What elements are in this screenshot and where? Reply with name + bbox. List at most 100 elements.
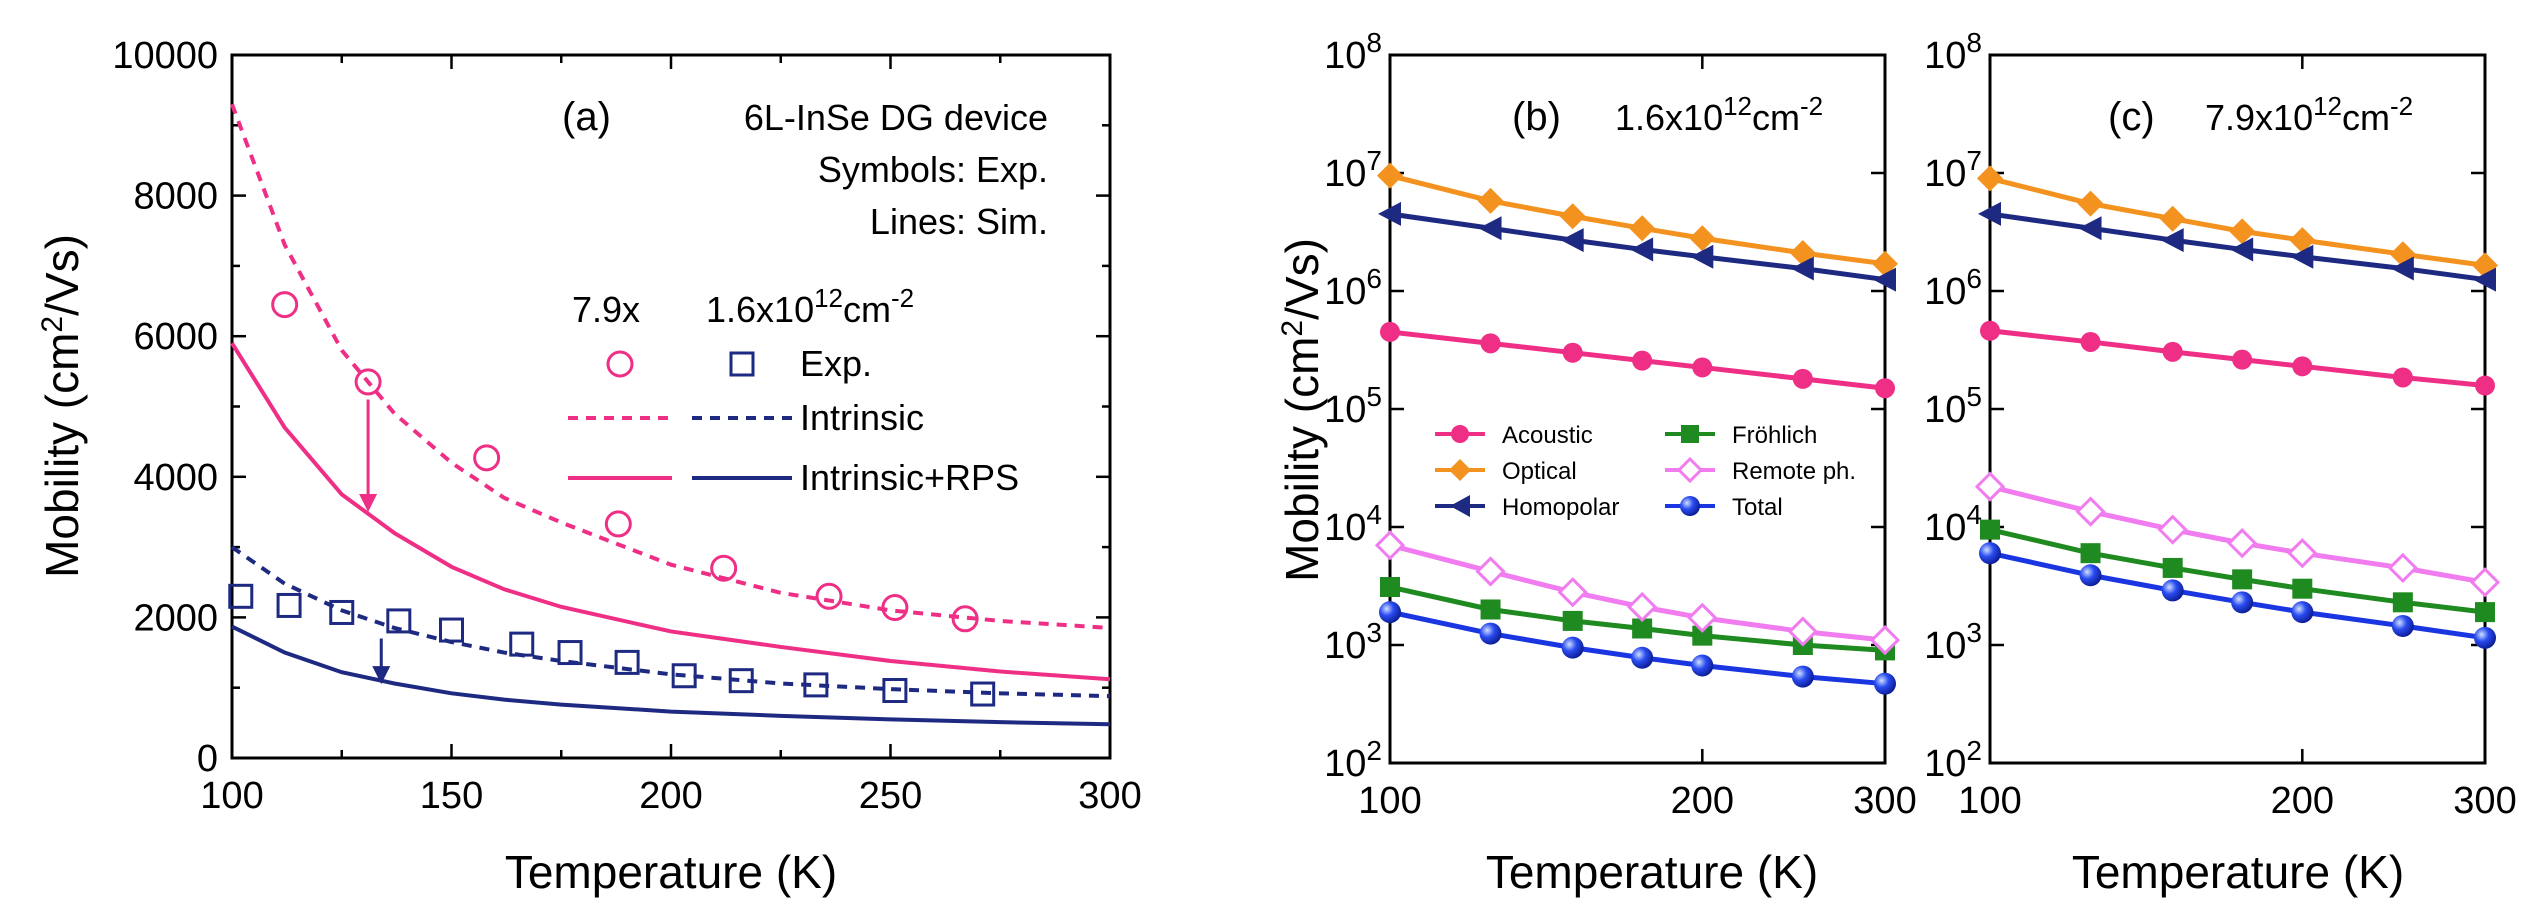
series-intrinsic-1-6x10-12 [230,545,1111,699]
panel-a-y-axis-title: Mobility (cm2/Vs) [36,234,88,578]
series-exp-1-6x10-12-point [614,649,640,675]
series-total-point [2231,591,2254,614]
series-remote-ph-point [1974,471,2006,502]
series-acoustic-point [1632,350,1653,371]
x-tick-label-150: 150 [420,775,483,817]
series-exp-7-9x10-12-point [354,368,382,396]
series-homopolar-point [1873,267,1896,292]
legend-header-low-density: 1.6x1012cm-2 [706,283,914,330]
series-optical-point [1559,203,1586,230]
series-homopolar-point [2473,267,2496,292]
series-frohlich-point [1632,618,1653,639]
legend-marker-optical [1449,459,1471,481]
series-homopolar-point [1378,201,1401,226]
legend-header-high-density: 7.9x [572,289,640,330]
legend-marker-homopolar [1450,495,1470,517]
series-exp-7-9x10-12-point [473,444,501,472]
y-tick-label-1e7: 107 [1324,145,1382,195]
x-tick-label-300: 300 [1078,775,1141,817]
panel-b-series [1374,162,1901,695]
series-exp-1-6x10-12-point [276,592,302,618]
series-frohlich-point [2080,543,2101,564]
legend-label-total: Total [1732,494,1783,521]
series-homopolar-point [1560,228,1584,253]
panel-c-series [1974,165,2501,649]
x-tick-label-100: 100 [1358,780,1421,822]
panel-c-density: 7.9x1012cm-2 [2205,91,2413,138]
series-exp-1-6x10-12-point [509,631,535,657]
series-remote-ph-point [1687,602,1718,633]
series-total-point [1791,665,1814,688]
series-acoustic-point [2292,356,2313,377]
legend-marker-frohlich [1681,425,1699,443]
y-tick-label-2000: 2000 [133,597,218,639]
series-acoustic-point [2475,375,2495,396]
y-tick-label-8000: 8000 [133,176,218,218]
series-homopolar-point [1478,216,1502,241]
series-acoustic-point [1480,333,1501,354]
series-optical-point [1629,215,1656,242]
legend-marker-total [1680,496,1700,516]
series-remote-ph-point [1475,556,1506,587]
panel-c-ticks: 100 200 300 102 103 104 105 106 107 108 [1924,27,2517,822]
panel-a-legend: 7.9x 1.6x1012cm-2 Exp. Intrinsic Intrins… [568,283,1019,498]
series-exp-1-6x10-12-point [439,617,464,643]
series-homopolar-point [2078,216,2102,241]
legend-label-intrinsic: Intrinsic [800,397,924,438]
panel-a: 100 150 200 250 300 0 2000 4000 6000 8000 10000 Te… [36,35,1142,898]
arrow-head-0 [359,493,378,512]
series-remote-ph-point [2469,567,2501,598]
panel-c-frame [1988,53,2487,765]
series-remote-ph-point [2387,552,2418,584]
series-remote-ph-point [1869,624,1901,656]
legend-marker-remote-ph [1676,456,1704,484]
legend-label-frohlich: Fröhlich [1732,422,1817,449]
series-exp-1-6x10-12-point [386,608,412,634]
y-tick-label-1e8: 108 [1324,27,1382,77]
series-total-point [2161,579,2184,602]
series-total-point [1979,542,2001,565]
series-frohlich-point [2292,578,2313,599]
x-tick-label-300: 300 [2453,780,2516,822]
series-total-point [1631,646,1654,669]
y-tick-label-1e4: 104 [1324,499,1382,549]
series-acoustic-point [1875,378,1895,399]
series-acoustic-point [1562,342,1583,363]
series-acoustic-point [1792,368,1813,389]
series-frohlich-point [2232,569,2253,590]
series-remote-ph-point [2227,528,2258,559]
series-total-point [1561,636,1584,659]
y-tick-label-1e8: 108 [1924,27,1982,77]
x-tick-label-200: 200 [1671,780,1734,822]
legend-label-homopolar: Homopolar [1502,494,1619,521]
panel-c: 100 200 300 102 103 104 105 106 107 108 Temperatu… [1924,27,2517,898]
series-exp-7-9x10-12-point [604,510,632,538]
y-tick-label-0: 0 [197,738,218,780]
series-frohlich-point [1380,577,1400,598]
legend-label-rps: Intrinsic+RPS [800,457,1019,498]
series-frohlich-point [2162,557,2183,578]
panel-a-ticks: 100 150 200 250 300 0 2000 4000 6000 8000 10000 [112,35,1141,817]
panel-a-title: 6L-InSe DG device [744,97,1048,138]
y-tick-label-10000: 10000 [112,35,218,77]
panel-a-annotation-lines: Lines: Sim. [870,201,1048,242]
y-tick-label-1e3: 103 [1924,617,1982,667]
series-exp-1-6x10-12-point [882,678,908,704]
series-total-point [2079,564,2102,587]
x-tick-label-100: 100 [200,775,263,817]
series-acoustic-point [1692,357,1713,378]
legend-marker-exp-high [606,350,634,378]
legend-marker-acoustic [1451,425,1469,443]
x-tick-label-250: 250 [859,775,922,817]
x-tick-label-100: 100 [1958,780,2021,822]
series-optical-point [1477,187,1504,214]
x-tick-label-300: 300 [1853,780,1916,822]
series-total-point [1479,622,1502,645]
series-frohlich-point [1562,610,1583,631]
series-frohlich-point [2392,592,2413,613]
y-tick-label-6000: 6000 [133,316,218,358]
y-tick-label-1e2: 102 [1924,735,1982,785]
panel-b-y-axis-title: Mobility (cm2/Vs) [1276,238,1328,582]
series-optical-point [2229,218,2256,245]
